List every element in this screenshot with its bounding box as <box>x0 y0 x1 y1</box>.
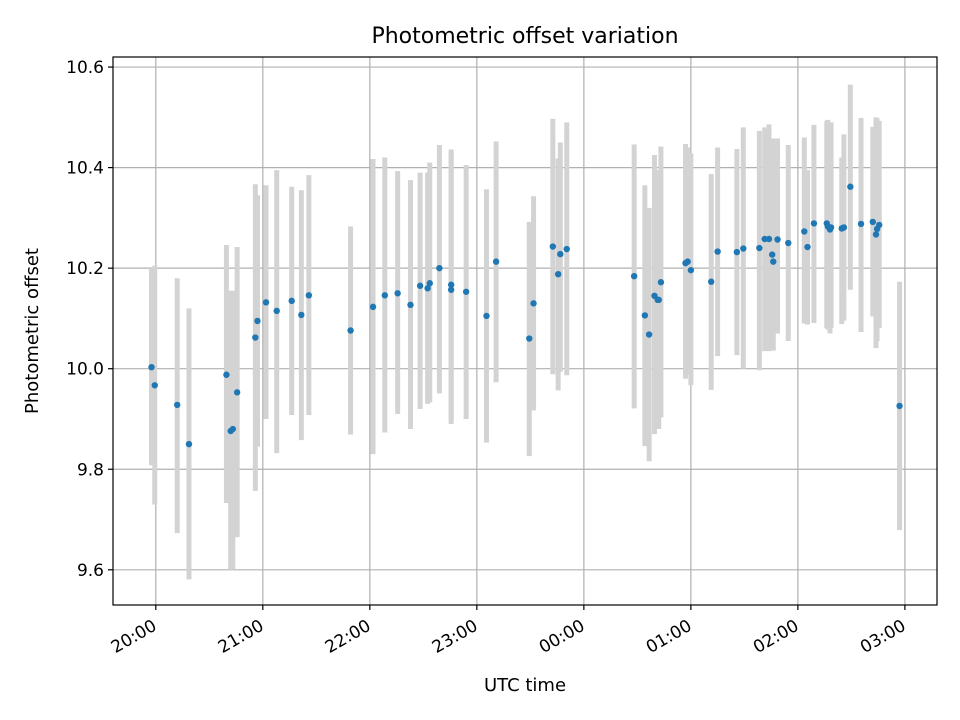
y-tick-label: 9.6 <box>77 561 104 581</box>
data-point <box>708 278 715 285</box>
data-point <box>876 221 883 229</box>
data-point <box>857 220 865 228</box>
data-point <box>381 292 389 299</box>
data-point <box>148 363 155 371</box>
data-point <box>774 236 781 243</box>
data-point <box>740 245 747 252</box>
data-point <box>733 248 741 256</box>
data-point <box>483 312 490 320</box>
data-point <box>810 220 818 227</box>
data-point <box>424 285 431 292</box>
data-point <box>769 251 776 258</box>
data-point <box>151 382 158 389</box>
data-point <box>896 402 903 410</box>
data-point <box>223 371 230 378</box>
data-point <box>563 245 570 253</box>
data-point <box>630 273 638 280</box>
data-point <box>785 239 792 247</box>
data-point <box>530 300 537 307</box>
data-point <box>645 331 653 338</box>
y-tick-label: 10.4 <box>66 159 104 179</box>
y-axis-label: Photometric offset <box>22 248 43 414</box>
data-point <box>347 327 354 334</box>
data-point <box>869 218 876 226</box>
data-point <box>462 288 470 295</box>
data-point <box>801 228 808 235</box>
data-point <box>765 235 773 243</box>
data-point <box>447 281 455 288</box>
data-point <box>174 401 181 409</box>
data-point <box>273 307 280 315</box>
data-point <box>492 258 500 265</box>
data-point <box>840 224 848 231</box>
data-point <box>436 264 443 272</box>
data-point <box>655 296 662 304</box>
data-point <box>554 270 562 278</box>
chart-title: Photometric offset variation <box>371 24 678 49</box>
data-point <box>416 282 424 289</box>
y-tick-label: 10.6 <box>66 58 104 78</box>
data-point <box>305 292 313 299</box>
data-point <box>872 231 880 238</box>
y-tick-label: 10.2 <box>66 259 104 279</box>
data-point <box>407 301 414 309</box>
data-point <box>804 243 811 251</box>
data-point <box>369 303 377 311</box>
y-tick-label: 9.8 <box>77 460 104 480</box>
data-point <box>770 258 777 265</box>
data-point <box>447 286 455 293</box>
y-axis-ticks: 9.6 9.8 10.0 10.2 10.4 10.6 <box>66 58 113 581</box>
data-point <box>641 312 649 319</box>
plot-frame <box>112 56 938 606</box>
data-point <box>229 425 237 433</box>
y-tick-label: 10.0 <box>66 360 104 380</box>
data-point <box>394 290 401 297</box>
x-axis-label: UTC time <box>484 675 566 696</box>
data-point <box>233 389 241 396</box>
data-point <box>298 311 305 319</box>
data-point <box>288 297 295 305</box>
data-point <box>756 244 763 252</box>
data-point <box>254 317 261 325</box>
data-point <box>687 266 695 274</box>
data-point <box>426 280 433 287</box>
data-point <box>252 334 259 341</box>
data-point <box>847 183 854 190</box>
data-point <box>657 279 665 286</box>
data-point <box>557 250 564 258</box>
data-point <box>262 299 270 306</box>
data-point <box>827 224 835 231</box>
data-points <box>148 183 903 448</box>
data-point <box>549 243 557 250</box>
data-point <box>185 440 193 448</box>
data-point <box>714 248 721 255</box>
data-point <box>526 335 533 342</box>
data-point <box>684 258 691 265</box>
